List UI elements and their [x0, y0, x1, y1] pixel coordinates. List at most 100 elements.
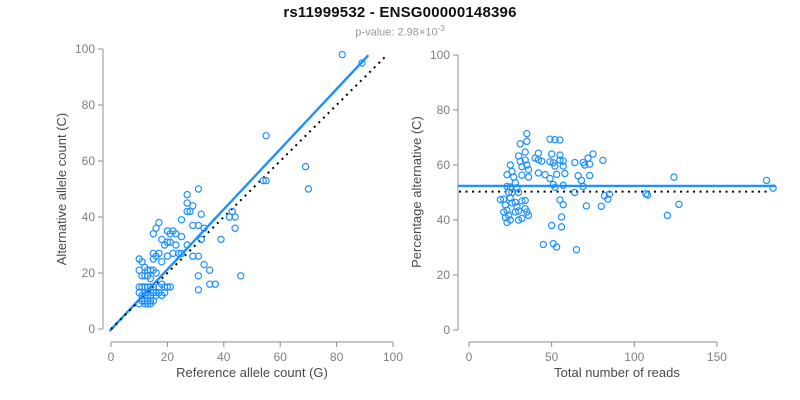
scatter-point	[571, 158, 579, 167]
scatter-point	[197, 235, 205, 244]
x-axis-label: Reference allele count (G)	[176, 365, 328, 380]
y-tick-label: 0	[88, 322, 95, 336]
scatter-point	[146, 300, 155, 308]
scatter-point	[172, 241, 180, 249]
scatter-point	[160, 241, 169, 249]
x-tick-label: 150	[707, 350, 727, 364]
scatter-point	[538, 157, 546, 165]
scatter-point	[534, 156, 543, 164]
scatter-point	[172, 230, 180, 238]
x-tick-label: 0	[108, 350, 115, 364]
x-tick-label: 80	[330, 350, 344, 364]
scatter-point	[516, 140, 524, 148]
scatter-point	[762, 176, 771, 185]
y-tick-label: 60	[82, 154, 96, 168]
scatter-point	[514, 152, 523, 160]
scatter-point	[149, 230, 157, 238]
scatter-point	[508, 188, 516, 197]
scatter-point	[166, 238, 174, 246]
scatter-point	[546, 157, 554, 166]
scatter-point	[143, 288, 152, 297]
scatter-point	[589, 150, 597, 158]
scatter-point	[183, 199, 191, 207]
plot-title: rs11999532 - ENSG00000148396	[283, 4, 517, 21]
scatter-point	[301, 162, 310, 171]
plot-subtitle: p-value: 2.98×10-3	[0, 24, 800, 39]
scatter-point	[186, 207, 194, 216]
scatter-point	[500, 195, 508, 203]
scatter-point	[514, 207, 523, 215]
scatter-point	[143, 300, 152, 308]
scatter-point	[585, 171, 594, 180]
scatter-point	[138, 258, 146, 266]
scatter-point	[237, 272, 245, 280]
scatter-point	[556, 151, 564, 159]
y-tick-label: 100	[430, 48, 450, 62]
scatter-point	[559, 157, 567, 165]
scatter-point	[231, 213, 239, 221]
scatter-point	[338, 50, 346, 59]
scatter-point	[511, 198, 519, 207]
scatter-point	[135, 288, 143, 297]
scatter-point	[158, 235, 166, 244]
scatter-point	[146, 266, 155, 274]
x-tick-label: 100	[383, 350, 403, 364]
scatter-point	[138, 272, 146, 280]
y-axis-label: Alternative allele count (C)	[54, 113, 69, 265]
scatter-point	[605, 190, 614, 198]
scatter-point	[523, 137, 531, 146]
scatter-point	[552, 243, 561, 251]
scatter-point	[597, 202, 605, 210]
scatter-point	[675, 200, 683, 209]
scatter-point	[663, 211, 672, 220]
scatter-point	[546, 174, 554, 183]
y-tick-label: 40	[437, 213, 451, 227]
scatter-point	[518, 171, 526, 179]
scatter-point	[194, 286, 203, 294]
scatter-point	[552, 170, 561, 179]
scatter-point	[304, 185, 313, 193]
scatter-point	[524, 211, 533, 220]
scatter-point	[572, 245, 581, 254]
scatter-point	[670, 173, 678, 181]
scatter-point	[559, 162, 567, 170]
scatter-point	[561, 169, 569, 178]
scatter-point	[194, 252, 203, 260]
scatter-point	[521, 156, 529, 164]
scatter-point	[521, 148, 529, 156]
x-tick-label: 40	[217, 350, 231, 364]
scatter-point	[534, 169, 543, 177]
scatter-point	[518, 214, 526, 223]
scatter-point	[152, 288, 160, 297]
y-tick-label: 20	[437, 268, 451, 282]
scatter-point	[513, 203, 521, 211]
scatter-point	[546, 135, 554, 143]
scatter-point	[547, 150, 556, 158]
scatter-point	[503, 170, 511, 179]
scatter-point	[160, 288, 169, 297]
scatter-point	[194, 221, 203, 230]
scatter-point	[194, 185, 203, 193]
y-tick-label: 80	[82, 98, 96, 112]
scatter-point	[557, 213, 566, 221]
scatter-point	[496, 195, 505, 204]
pvalue-text: p-value: 2.98×10	[355, 26, 438, 39]
scatter-point	[508, 199, 516, 207]
scatter-point	[183, 241, 191, 249]
scatter-point	[152, 224, 160, 232]
scatter-point	[582, 202, 591, 210]
scatter-point	[541, 170, 549, 179]
scatter-point	[643, 191, 652, 199]
y-tick-label: 80	[437, 103, 451, 117]
scatter-point	[262, 176, 270, 185]
scatter-point	[547, 221, 556, 230]
scatter-point	[358, 59, 366, 67]
x-tick-label: 20	[161, 350, 175, 364]
scatter-point	[524, 173, 533, 181]
scatter-point	[577, 176, 586, 185]
scatter-point	[135, 300, 143, 308]
scatter-point	[177, 249, 186, 258]
scatter-point	[183, 190, 191, 199]
scatter-point	[579, 182, 587, 191]
